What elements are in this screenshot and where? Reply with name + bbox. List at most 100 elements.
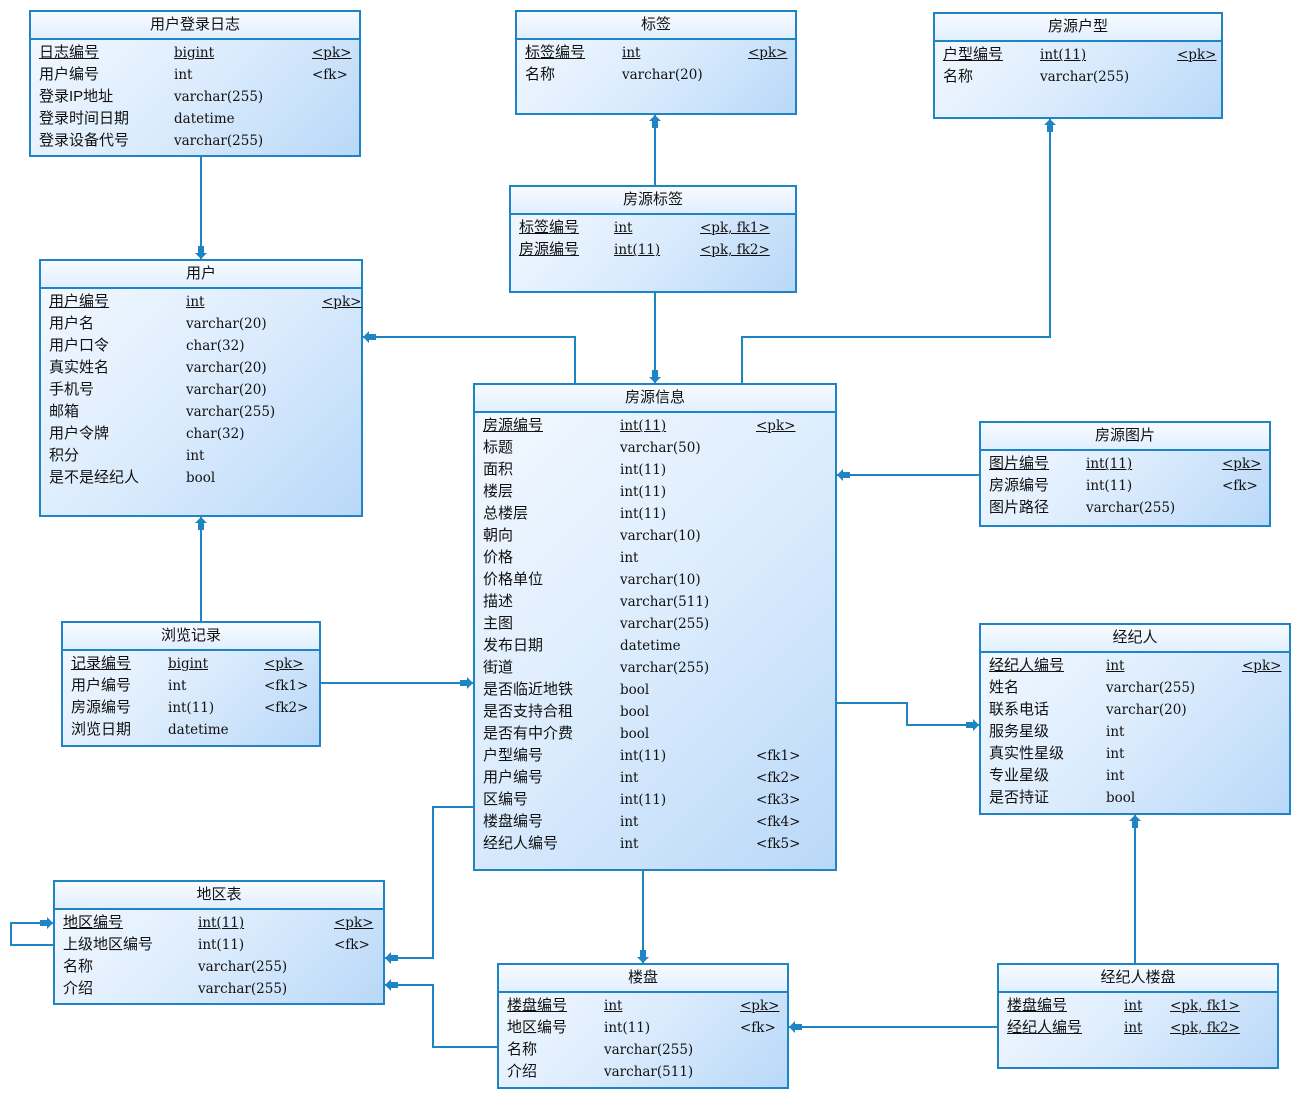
column-name: 是不是经纪人 bbox=[49, 469, 140, 486]
table-row: 是否有中介费 bool bbox=[475, 723, 835, 745]
column-type: bool bbox=[186, 470, 216, 486]
column-type: char(32) bbox=[186, 338, 245, 354]
column-key: <pk, fk2> bbox=[700, 242, 770, 258]
table-title: 房源标签 bbox=[511, 187, 795, 215]
table-row: 浏览日期 datetime bbox=[63, 719, 319, 741]
column-type: varchar(20) bbox=[186, 316, 267, 332]
column-key: <pk> bbox=[1242, 658, 1282, 674]
column-key: <pk> bbox=[1222, 456, 1262, 472]
column-type: varchar(20) bbox=[622, 67, 703, 83]
column-type: bool bbox=[620, 704, 650, 720]
table-row: 真实姓名 varchar(20) bbox=[41, 357, 361, 379]
table-row: 积分 int bbox=[41, 445, 361, 467]
table-row: 房源编号 int(11) <pk> bbox=[475, 415, 835, 437]
column-type: datetime bbox=[620, 638, 681, 654]
table-row: 是不是经纪人 bool bbox=[41, 467, 361, 489]
column-name: 朝向 bbox=[483, 527, 514, 544]
column-name: 经纪人编号 bbox=[989, 657, 1065, 674]
table-row: 户型编号 int(11) <pk> bbox=[935, 44, 1221, 66]
column-name: 积分 bbox=[49, 447, 80, 464]
entity-table[interactable]: 用户 用户编号 int <pk> 用户名 varchar(20) 用户口令 char(32) 真… bbox=[39, 259, 363, 517]
column-type: int(11) bbox=[198, 937, 245, 953]
table-row: 名称 varchar(255) bbox=[499, 1039, 787, 1061]
column-name: 发布日期 bbox=[483, 637, 544, 654]
entity-table[interactable]: 用户登录日志 日志编号 bigint <pk> 用户编号 int <fk> 登录IP地址 var… bbox=[29, 10, 361, 157]
column-type: int(11) bbox=[1086, 456, 1133, 472]
table-row: 楼盘编号 int <fk4> bbox=[475, 811, 835, 833]
column-name: 标题 bbox=[483, 439, 514, 456]
column-type: int bbox=[1124, 1020, 1143, 1036]
column-key: <pk> bbox=[740, 998, 780, 1014]
entity-table[interactable]: 房源户型 户型编号 int(11) <pk> 名称 varchar(255) bbox=[933, 12, 1223, 119]
table-row: 名称 varchar(255) bbox=[55, 956, 383, 978]
table-row: 图片编号 int(11) <pk> bbox=[981, 453, 1269, 475]
table-row: 街道 varchar(255) bbox=[475, 657, 835, 679]
column-name: 经纪人编号 bbox=[1007, 1019, 1083, 1036]
column-type: datetime bbox=[174, 111, 235, 127]
column-name: 用户名 bbox=[49, 315, 95, 332]
column-key: <fk> bbox=[334, 937, 370, 953]
column-type: int(11) bbox=[620, 792, 667, 808]
table-row: 房源编号 int(11) <fk> bbox=[981, 475, 1269, 497]
column-name: 是否支持合租 bbox=[483, 703, 574, 720]
column-name: 真实性星级 bbox=[989, 745, 1065, 762]
entity-table[interactable]: 房源标签 标签编号 int <pk, fk1> 房源编号 int(11) <pk, fk2> bbox=[509, 185, 797, 293]
table-row: 价格单位 varchar(10) bbox=[475, 569, 835, 591]
column-key: <fk1> bbox=[756, 748, 801, 764]
table-row: 是否支持合租 bool bbox=[475, 701, 835, 723]
column-name: 日志编号 bbox=[39, 44, 100, 61]
table-row: 区编号 int(11) <fk3> bbox=[475, 789, 835, 811]
entity-table[interactable]: 楼盘 楼盘编号 int <pk> 地区编号 int(11) <fk> 名称 varchar(25… bbox=[497, 963, 789, 1089]
column-type: datetime bbox=[168, 722, 229, 738]
table-row: 用户名 varchar(20) bbox=[41, 313, 361, 335]
column-type: varchar(255) bbox=[174, 133, 264, 149]
column-type: varchar(10) bbox=[620, 528, 701, 544]
column-name: 价格 bbox=[483, 549, 514, 566]
table-row: 朝向 varchar(10) bbox=[475, 525, 835, 547]
table-row: 地区编号 int(11) <pk> bbox=[55, 912, 383, 934]
entity-table[interactable]: 经纪人 经纪人编号 int <pk> 姓名 varchar(255) 联系电话 varchar… bbox=[979, 623, 1291, 815]
column-name: 房源编号 bbox=[519, 241, 580, 258]
column-name: 记录编号 bbox=[71, 655, 132, 672]
table-title: 房源户型 bbox=[935, 14, 1221, 42]
column-type: int(11) bbox=[620, 748, 667, 764]
column-key: <pk, fk2> bbox=[1170, 1020, 1240, 1036]
table-row: 是否持证 bool bbox=[981, 787, 1289, 809]
column-key: <fk2> bbox=[756, 770, 801, 786]
column-name: 介绍 bbox=[507, 1063, 538, 1080]
column-name: 地区编号 bbox=[507, 1019, 568, 1036]
column-name: 是否临近地铁 bbox=[483, 681, 574, 698]
table-row: 楼盘编号 int <pk, fk1> bbox=[999, 995, 1277, 1017]
column-name: 房源编号 bbox=[989, 477, 1050, 494]
column-type: int(11) bbox=[620, 462, 667, 478]
relationship-connector bbox=[837, 702, 979, 731]
column-type: int bbox=[168, 678, 187, 694]
entity-table[interactable]: 房源信息 房源编号 int(11) <pk> 标题 varchar(50) 面积 int(11… bbox=[473, 383, 837, 871]
column-name: 服务星级 bbox=[989, 723, 1050, 740]
column-type: bigint bbox=[174, 45, 215, 61]
entity-table[interactable]: 经纪人楼盘 楼盘编号 int <pk, fk1> 经纪人编号 int <pk, fk2> bbox=[997, 963, 1279, 1069]
table-row: 登录设备代号 varchar(255) bbox=[31, 130, 359, 152]
column-key: <pk> bbox=[334, 915, 374, 931]
column-type: int(11) bbox=[620, 506, 667, 522]
entity-table[interactable]: 地区表 地区编号 int(11) <pk> 上级地区编号 int(11) <fk> 名称 var… bbox=[53, 880, 385, 1005]
entity-table[interactable]: 浏览记录 记录编号 bigint <pk> 用户编号 int <fk1> 房源编号 int(11… bbox=[61, 621, 321, 747]
table-row: 楼盘编号 int <pk> bbox=[499, 995, 787, 1017]
table-row: 日志编号 bigint <pk> bbox=[31, 42, 359, 64]
column-key: <pk> bbox=[322, 294, 362, 310]
table-row: 图片路径 varchar(255) bbox=[981, 497, 1269, 519]
column-name: 经纪人编号 bbox=[483, 835, 559, 852]
table-row: 经纪人编号 int <pk, fk2> bbox=[999, 1017, 1277, 1039]
table-row: 户型编号 int(11) <fk1> bbox=[475, 745, 835, 767]
entity-table[interactable]: 标签 标签编号 int <pk> 名称 varchar(20) bbox=[515, 10, 797, 115]
table-row: 介绍 varchar(255) bbox=[55, 978, 383, 1000]
entity-table[interactable]: 房源图片 图片编号 int(11) <pk> 房源编号 int(11) <fk> 图片路径 va… bbox=[979, 421, 1271, 527]
column-type: int(11) bbox=[168, 700, 215, 716]
column-name: 区编号 bbox=[483, 791, 529, 808]
column-key: <fk1> bbox=[264, 678, 309, 694]
column-type: varchar(255) bbox=[620, 616, 710, 632]
table-row: 名称 varchar(20) bbox=[517, 64, 795, 86]
column-name: 名称 bbox=[525, 66, 556, 83]
